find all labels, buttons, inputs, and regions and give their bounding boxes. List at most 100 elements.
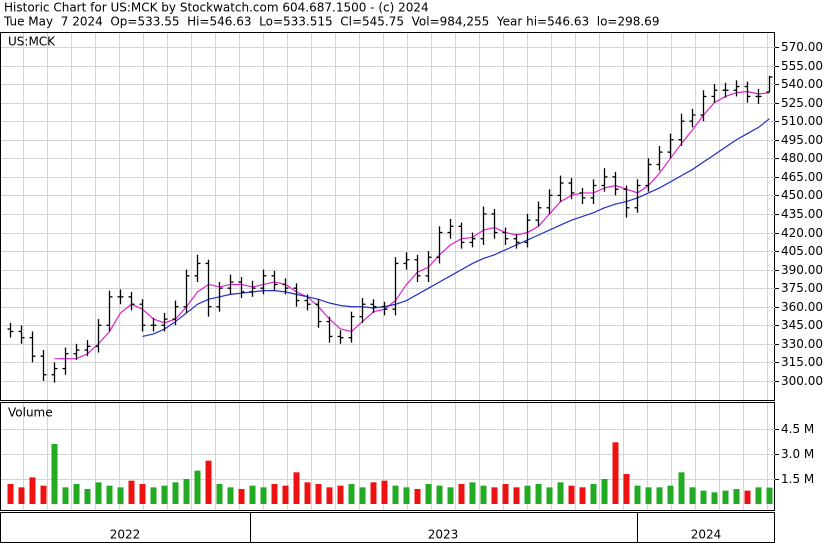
volume-bar: [370, 482, 377, 504]
volume-bar: [601, 479, 608, 504]
volume-bar: [51, 444, 58, 504]
volume-bar: [249, 485, 256, 504]
year-label: 2023: [428, 528, 459, 542]
volume-bar: [18, 487, 25, 504]
volume-bar: [392, 485, 399, 504]
volume-bar: [458, 484, 465, 504]
y-tick-label: 1.5 M: [781, 472, 814, 486]
volume-bar: [62, 487, 69, 504]
y-tick-label: 360.00: [781, 300, 823, 314]
volume-bar: [238, 489, 245, 504]
volume-bar: [128, 480, 135, 504]
volume-bar: [205, 460, 212, 504]
volume-bar: [150, 487, 157, 504]
volume-bar: [502, 484, 509, 504]
volume-bar: [722, 490, 729, 504]
chart-subtitle: Tue May 7 2024 Op=533.55 Hi=546.63 Lo=53…: [3, 15, 659, 29]
volume-bar: [73, 484, 80, 504]
volume-bar: [524, 485, 531, 504]
volume-bar: [139, 484, 146, 504]
volume-bar: [172, 482, 179, 504]
volume-bar: [326, 487, 333, 504]
volume-bar: [271, 484, 278, 504]
volume-bar: [568, 485, 575, 504]
volume-bar: [678, 472, 685, 504]
volume-bar: [337, 485, 344, 504]
volume-bar: [634, 485, 641, 504]
y-tick-label: 510.00: [781, 114, 823, 128]
volume-bar: [579, 487, 586, 504]
price-panel: [0, 32, 775, 401]
volume-bar: [612, 442, 619, 504]
volume-bar: [7, 484, 14, 504]
volume-bar: [260, 487, 267, 504]
y-tick-label: 555.00: [781, 59, 823, 73]
volume-bar: [106, 485, 113, 504]
year-label: 2022: [110, 528, 141, 542]
volume-bar: [447, 487, 454, 504]
volume-bar: [546, 487, 553, 504]
volume-bar: [359, 487, 366, 504]
y-tick-label: 4.5 M: [781, 422, 814, 436]
volume-bar: [29, 477, 36, 504]
volume-bar: [513, 487, 520, 504]
volume-bar: [755, 487, 762, 504]
y-tick-label: 420.00: [781, 226, 823, 240]
volume-bar: [469, 482, 476, 504]
volume-bar: [667, 485, 674, 504]
volume-bar: [590, 484, 597, 504]
volume-bar: [216, 484, 223, 504]
volume-bar: [689, 487, 696, 504]
volume-bar: [293, 472, 300, 504]
volume-bar: [656, 487, 663, 504]
year-label: 2024: [691, 528, 722, 542]
volume-bar: [381, 480, 388, 504]
volume-bar: [84, 489, 91, 504]
volume-bar: [117, 487, 124, 504]
volume-bar: [766, 487, 773, 504]
y-tick-label: 345.00: [781, 318, 823, 332]
y-tick-label: 375.00: [781, 281, 823, 295]
volume-bar: [227, 487, 234, 504]
y-tick-label: 540.00: [781, 77, 823, 91]
y-tick-label: 300.00: [781, 374, 823, 388]
volume-bar: [183, 479, 190, 504]
y-tick-label: 330.00: [781, 337, 823, 351]
volume-bar: [700, 490, 707, 504]
volume-bar: [436, 485, 443, 504]
y-tick-label: 390.00: [781, 263, 823, 277]
y-tick-label: 525.00: [781, 96, 823, 110]
volume-bar: [711, 492, 718, 504]
time-axis: [0, 512, 775, 543]
volume-bar: [161, 485, 168, 504]
volume-bar: [40, 485, 47, 504]
volume-bar: [348, 484, 355, 504]
volume-bar: [557, 482, 564, 504]
moving-average: [142, 118, 770, 338]
volume-bar: [645, 487, 652, 504]
y-tick-label: 570.00: [781, 40, 823, 54]
y-tick-label: 315.00: [781, 355, 823, 369]
volume-bar: [403, 487, 410, 504]
volume-bar: [535, 484, 542, 504]
y-tick-label: 3.0 M: [781, 447, 814, 461]
y-tick-label: 465.00: [781, 170, 823, 184]
volume-bar: [733, 489, 740, 504]
chart-title: Historic Chart for US:MCK by Stockwatch.…: [4, 1, 429, 15]
volume-label: Volume: [8, 406, 53, 420]
y-tick-label: 435.00: [781, 207, 823, 221]
volume-bar: [414, 489, 421, 504]
y-tick-label: 480.00: [781, 151, 823, 165]
volume-bar: [282, 485, 289, 504]
y-tick-label: 495.00: [781, 133, 823, 147]
symbol-label: US:MCK: [8, 35, 56, 49]
volume-bar: [194, 470, 201, 504]
volume-bar: [425, 484, 432, 504]
volume-bar: [623, 474, 630, 504]
volume-bar: [744, 490, 751, 504]
volume-bar: [315, 484, 322, 504]
volume-bar: [491, 487, 498, 504]
y-tick-label: 450.00: [781, 188, 823, 202]
